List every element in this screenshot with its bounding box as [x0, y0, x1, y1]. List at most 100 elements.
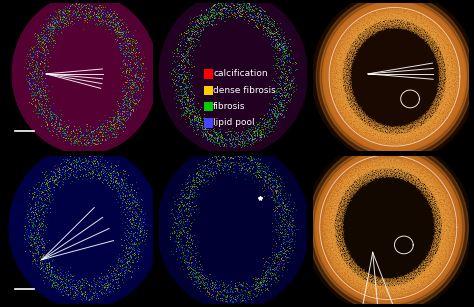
Point	[340, 81, 348, 86]
Point	[428, 119, 436, 124]
Point	[412, 164, 419, 169]
Point	[358, 175, 366, 180]
Point	[333, 69, 341, 74]
Point	[429, 201, 437, 206]
Point	[397, 285, 405, 290]
Point	[104, 180, 112, 185]
Point	[59, 181, 66, 186]
Point	[429, 122, 437, 126]
Point	[348, 124, 356, 129]
Point	[349, 38, 356, 43]
Point	[355, 117, 363, 122]
Point	[410, 30, 418, 35]
Point	[442, 212, 450, 217]
Point	[331, 194, 338, 199]
Point	[338, 215, 346, 220]
Point	[385, 16, 393, 21]
Point	[412, 171, 419, 176]
Point	[435, 101, 442, 106]
Point	[441, 230, 449, 235]
Point	[328, 218, 335, 223]
Point	[356, 107, 364, 112]
Point	[36, 61, 43, 66]
Point	[393, 160, 401, 165]
Point	[411, 165, 419, 170]
Point	[265, 173, 273, 178]
Point	[331, 261, 338, 266]
Point	[419, 192, 427, 197]
Point	[437, 203, 444, 208]
Point	[337, 245, 345, 250]
Point	[357, 119, 365, 124]
Point	[448, 206, 456, 211]
Point	[41, 227, 49, 232]
Point	[181, 198, 188, 203]
Point	[281, 233, 289, 238]
Point	[331, 87, 339, 91]
Point	[350, 266, 358, 270]
Point	[432, 115, 440, 120]
Point	[358, 169, 365, 174]
Point	[31, 96, 38, 101]
Point	[445, 74, 452, 79]
Point	[283, 75, 291, 80]
Point	[346, 32, 354, 37]
Point	[404, 167, 411, 172]
Point	[368, 20, 376, 25]
Point	[389, 171, 396, 176]
Point	[283, 75, 290, 80]
Point	[350, 123, 358, 128]
Point	[449, 77, 456, 82]
Point	[377, 174, 384, 179]
Point	[37, 262, 45, 267]
Point	[377, 275, 385, 280]
Point	[335, 205, 342, 210]
Point	[398, 158, 405, 163]
Point	[380, 163, 387, 168]
Point	[128, 268, 136, 273]
Point	[434, 60, 441, 65]
Point	[356, 288, 363, 293]
Point	[122, 52, 129, 56]
Point	[376, 122, 384, 127]
Point	[442, 210, 450, 215]
Point	[409, 181, 416, 185]
Point	[117, 27, 125, 32]
Point	[389, 290, 396, 295]
Point	[420, 180, 428, 185]
Point	[425, 280, 432, 285]
Point	[356, 106, 363, 111]
Point	[382, 23, 389, 28]
Point	[389, 159, 396, 164]
Point	[410, 277, 418, 282]
Point	[349, 28, 357, 33]
Point	[333, 219, 340, 224]
Point	[445, 37, 453, 41]
Point	[331, 220, 338, 225]
Point	[177, 77, 185, 82]
Point	[415, 118, 423, 123]
Point	[186, 183, 193, 188]
Point	[330, 76, 338, 80]
Point	[197, 105, 205, 110]
Point	[433, 224, 441, 229]
Point	[340, 241, 347, 246]
Point	[325, 209, 333, 214]
Point	[406, 180, 413, 185]
Point	[218, 6, 226, 10]
Point	[438, 69, 446, 74]
Point	[239, 152, 247, 157]
Point	[443, 232, 451, 237]
Point	[436, 203, 443, 208]
Point	[434, 205, 441, 210]
Point	[345, 189, 352, 194]
Point	[347, 60, 355, 65]
Point	[374, 175, 382, 180]
Point	[353, 275, 360, 280]
Point	[66, 294, 73, 299]
Point	[201, 276, 209, 281]
Point	[341, 105, 348, 110]
Point	[427, 267, 434, 272]
Point	[47, 18, 55, 23]
Point	[351, 30, 359, 35]
